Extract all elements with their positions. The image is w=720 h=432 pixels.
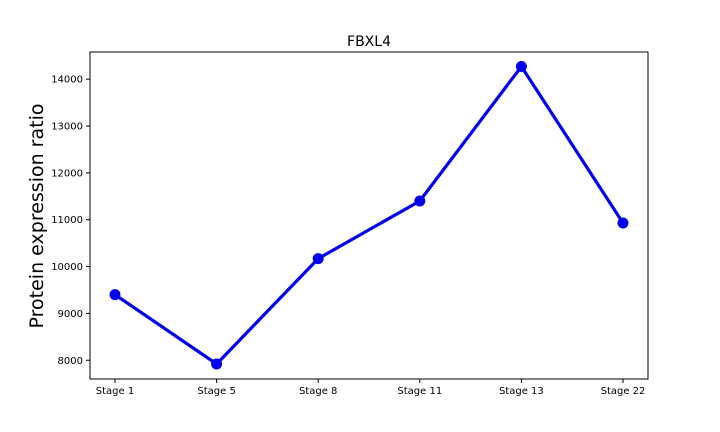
- axes-frame: [89, 51, 649, 380]
- y-tick-label: 11000: [51, 215, 83, 226]
- y-tick-label: 13000: [51, 122, 83, 133]
- x-tick-label: Stage 22: [601, 386, 646, 397]
- series-line: [114, 63, 625, 367]
- plot-area: 8000 9000 10000 11000 12000 13000 14000 Stage 1…: [51, 51, 649, 397]
- data-point: [414, 195, 426, 207]
- data-point: [312, 253, 324, 265]
- data-point: [515, 61, 527, 73]
- y-tick-label: 9000: [58, 309, 83, 320]
- y-tick-label: 8000: [58, 356, 83, 367]
- x-tick-label: Stage 11: [397, 386, 442, 397]
- data-point: [109, 289, 121, 301]
- y-tick-label: 14000: [51, 75, 83, 86]
- y-axis-label: Protein expression ratio: [26, 104, 48, 329]
- y-tick-label: 12000: [51, 168, 83, 179]
- data-point: [617, 217, 629, 229]
- x-tick-label: Stage 5: [197, 386, 235, 397]
- chart-title: FBXL4: [347, 34, 391, 50]
- data-point: [211, 358, 223, 370]
- x-tick-label: Stage 8: [299, 386, 337, 397]
- y-tick-label: 10000: [51, 262, 83, 273]
- x-tick-label: Stage 13: [499, 386, 544, 397]
- x-tick-label: Stage 1: [96, 386, 134, 397]
